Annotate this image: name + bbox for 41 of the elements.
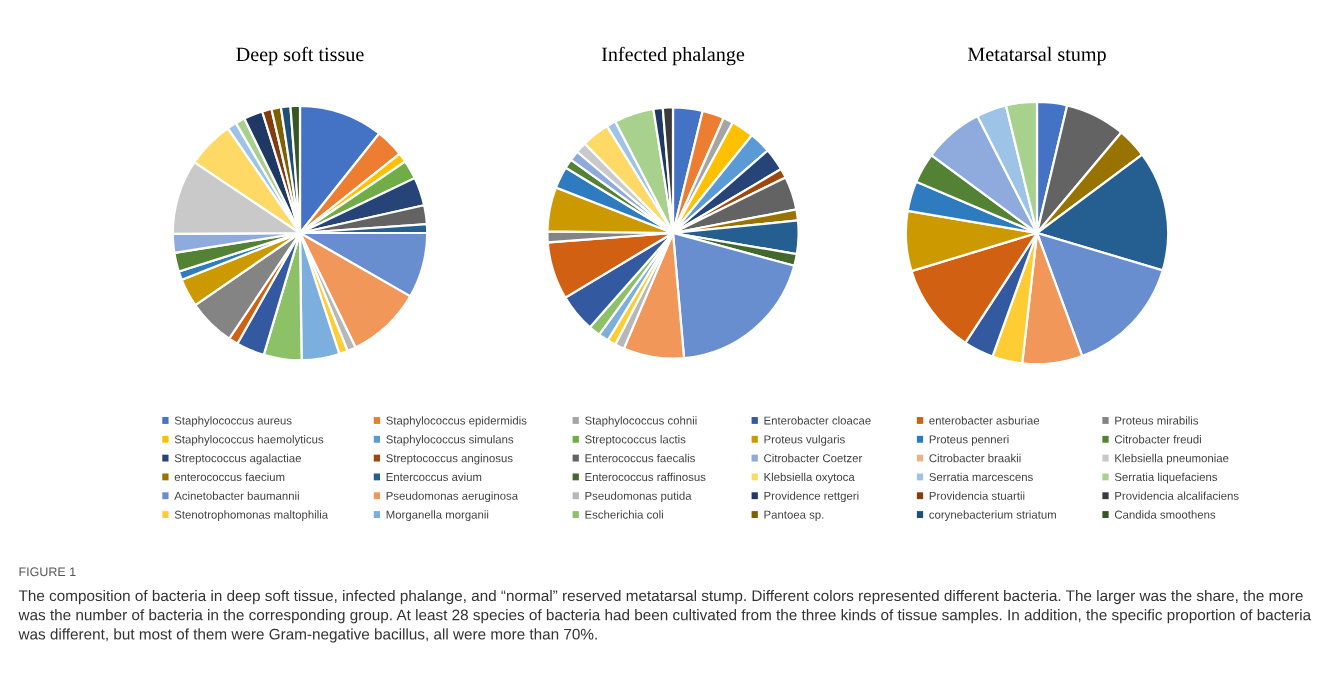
legend-label: Klebsiella oxytoca xyxy=(764,472,855,484)
legend-label: Pseudomonas putida xyxy=(585,491,692,503)
legend-label: Serratia marcescens xyxy=(929,472,1033,482)
chart-title: Deep soft tissue xyxy=(236,46,364,66)
legend-label: Enterococcus faecalis xyxy=(585,453,695,463)
legend-label: Citrobacter Coetzer xyxy=(764,453,863,463)
legend-label: Citrobacter freudi xyxy=(1114,435,1201,444)
legend-label: Proteus penneri xyxy=(929,435,1009,446)
legend-label: Staphylococcus epidermidis xyxy=(386,416,527,427)
legend-label: Providencia stuartii xyxy=(929,491,1025,500)
legend-label: Streptococcus lactis xyxy=(585,435,686,446)
legend-label: Providence rettgeri xyxy=(764,491,859,503)
legend-label: Enterococcus raffinosus xyxy=(585,472,706,482)
legend-label: Enterobacter cloacae xyxy=(764,416,871,425)
legend-label: Klebsiella pneumoniae xyxy=(1115,453,1229,465)
legend-label: Staphylococcus haemolyticus xyxy=(174,435,324,446)
legend-label: Serratia liquefaciens xyxy=(1114,472,1218,484)
legend-label: Citrobacter braakii xyxy=(929,453,1021,463)
legend-label: Staphylococcus cohnii xyxy=(585,416,697,427)
legend-label: Escherichia coli xyxy=(585,510,663,519)
legend-label: Stenotrophomonas maltophilia xyxy=(174,510,329,521)
legend-label: corynebacterium striatum xyxy=(929,510,1056,521)
chart-title: Infected phalange xyxy=(601,46,745,66)
legend-label: enterococcus faecium xyxy=(174,472,285,482)
legend-label: Staphylococcus aureus xyxy=(174,416,292,427)
legend-label: Providencia alcalifaciens xyxy=(1115,491,1239,500)
legend-label: enterobacter asburiae xyxy=(929,416,1040,425)
legend-label: Acinetobacter baumannii xyxy=(174,491,299,500)
legend-label: Proteus mirabilis xyxy=(1115,416,1199,425)
legend-label: Morganella morganii xyxy=(386,510,489,521)
legend-label: Pseudomonas aeruginosa xyxy=(386,491,519,503)
chart-title: Metatarsal stump xyxy=(967,46,1106,66)
legend-label: Candida smoothens xyxy=(1114,510,1216,519)
legend-label: Staphylococcus simulans xyxy=(386,435,514,446)
legend-label: Pantoea sp. xyxy=(764,510,824,521)
legend-label: Proteus vulgaris xyxy=(764,435,845,446)
legend-label: Streptococcus agalactiae xyxy=(174,453,301,465)
legend-label: Streptococcus anginosus xyxy=(386,453,513,465)
text: The composition of bacteria in deep soft tissue, infected phalange, and “normal” reserved metatarsal stump. Different colors represented different bacteria. The larger was the share, the more was the number of bacteria in the corresponding group. At least 28 species of bacteria had been cultivated from the three kinds of tissue samples. In addition, the specific proportion of bacteria was different, but most of them were Gram-negative bacillus, all were more than 70%. xyxy=(18,589,1312,643)
legend-label: Entercoccus avium xyxy=(386,472,482,482)
caption: FIGURE 1 xyxy=(19,567,76,577)
